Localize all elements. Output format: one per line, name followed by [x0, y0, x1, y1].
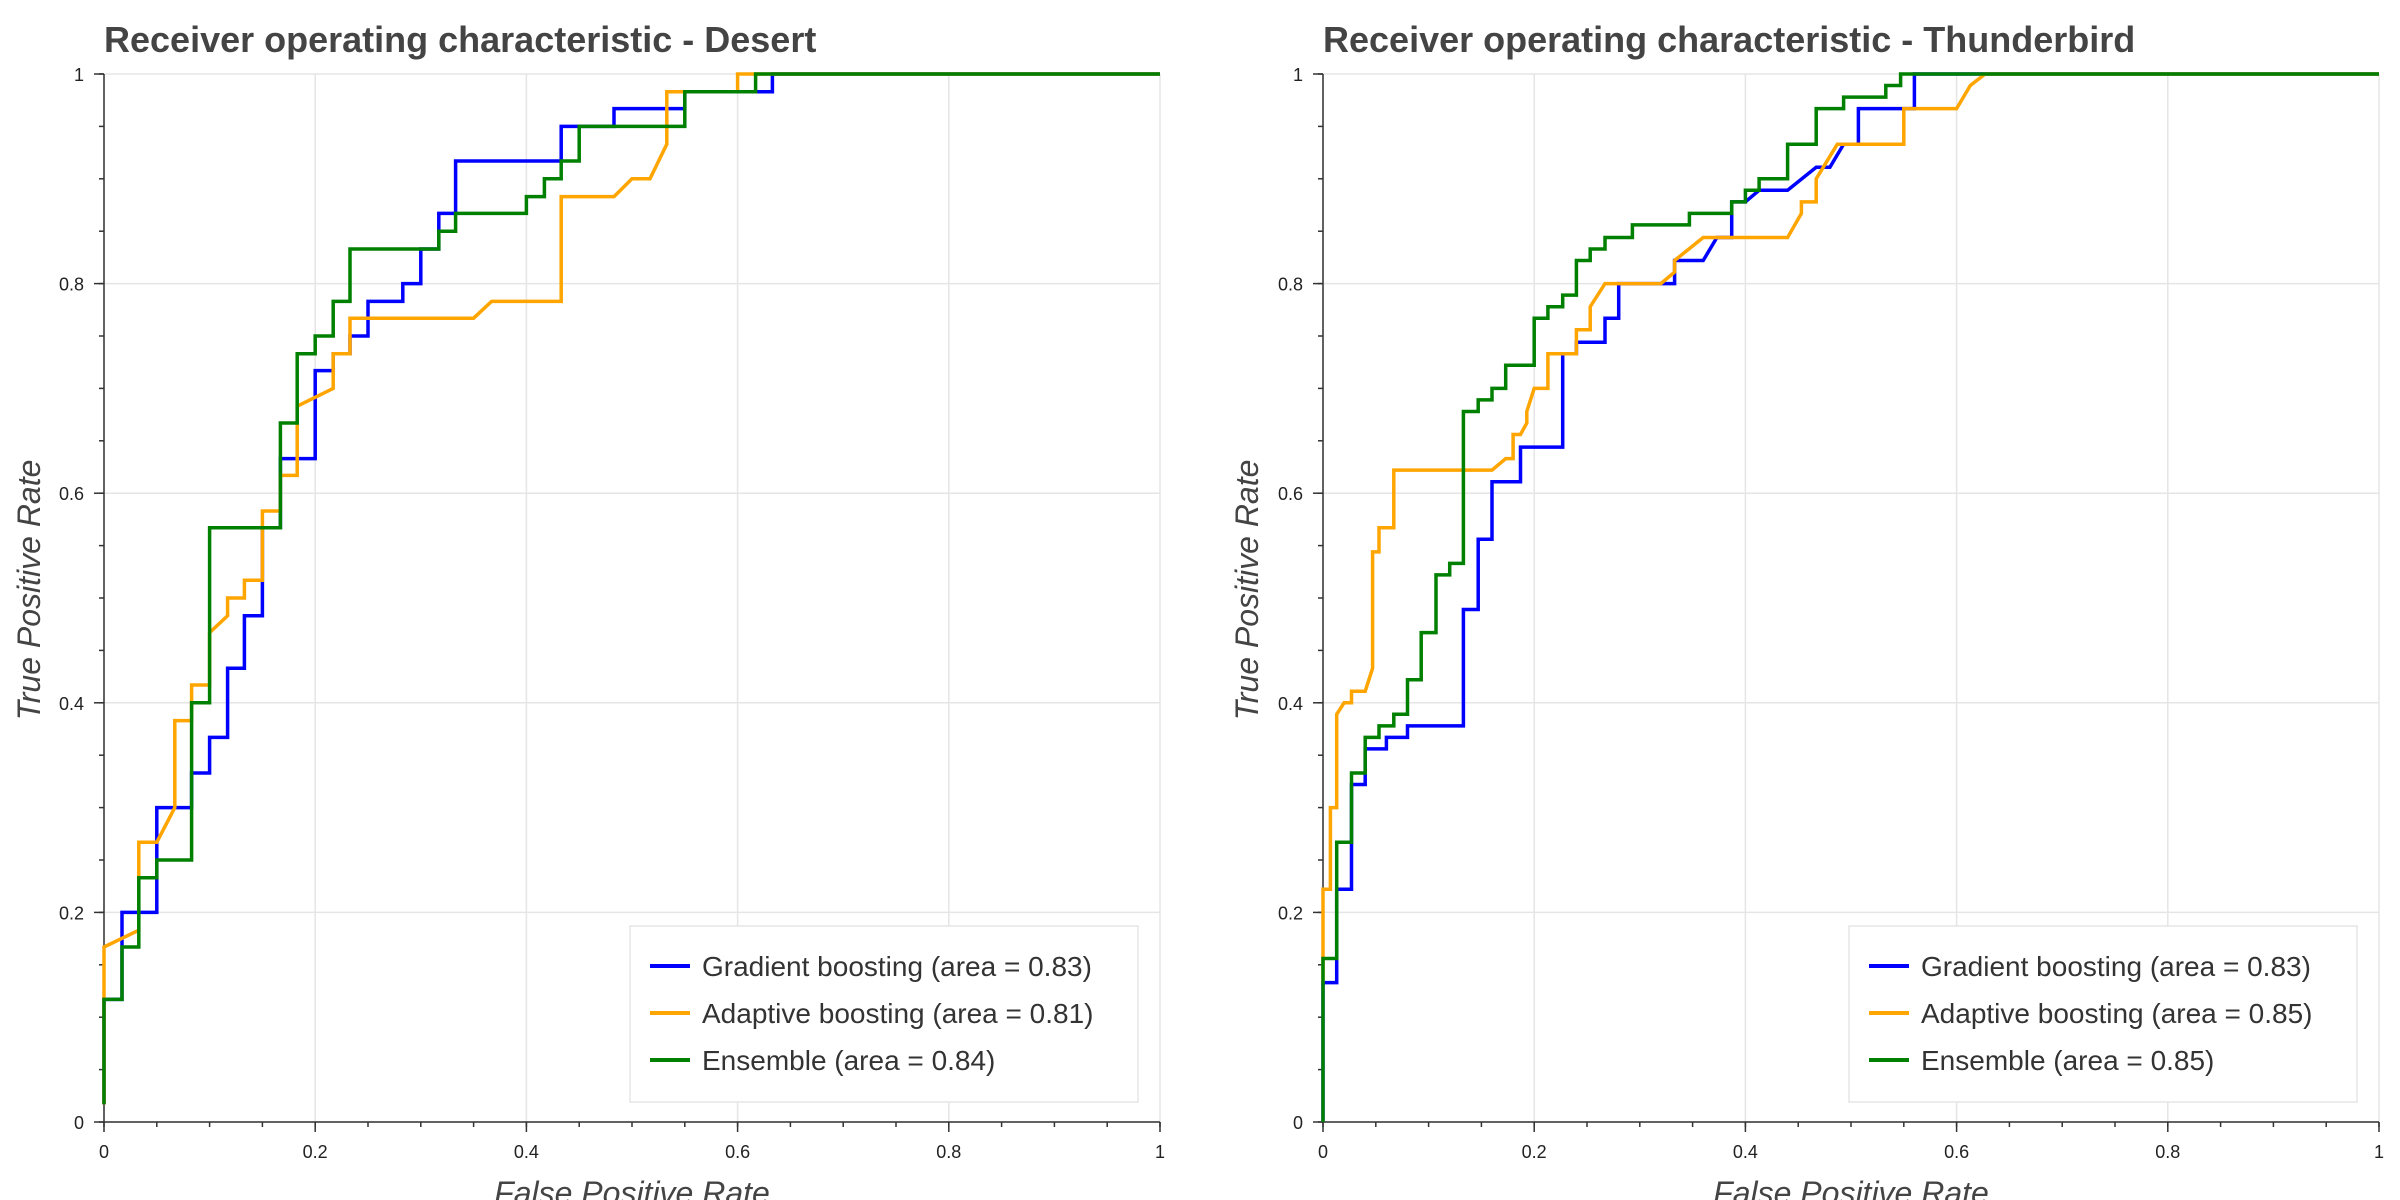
legend: Gradient boosting (area = 0.83) Adaptive …	[1848, 925, 2358, 1103]
roc-panel-thunderbird: Receiver operating characteristic - Thun…	[1229, 19, 2384, 1200]
legend: Gradient boosting (area = 0.83) Adaptive …	[629, 925, 1139, 1103]
roc-panel-desert: Receiver operating characteristic - Dese…	[11, 19, 1165, 1200]
y-tick-label: 0.2	[1278, 903, 1303, 923]
plot-area: 0 0.2 0.4 0.6 0.8 1 0 0.2 0.4 0.6 0.8 1	[59, 65, 1165, 1162]
y-axis-label: True Positive Rate	[11, 460, 47, 721]
x-axis-label: False Positive Rate	[1713, 1175, 1989, 1200]
series-line-1	[1321, 72, 2379, 983]
y-tick-label: 0.6	[59, 484, 84, 504]
legend-label-0: Gradient boosting (area = 0.83)	[702, 951, 1092, 982]
x-tick-label: 0	[1318, 1142, 1328, 1162]
y-tick-label: 0	[1293, 1113, 1303, 1133]
y-tick-label: 0.6	[1278, 484, 1303, 504]
y-tick-label: 0.4	[1278, 694, 1303, 714]
y-tick-label: 1	[74, 65, 84, 85]
y-tick-label: 0.8	[59, 275, 84, 295]
y-tick-label: 0.8	[1278, 275, 1303, 295]
x-tick-label: 1	[1155, 1142, 1165, 1162]
plot-area: 0 0.2 0.4 0.6 0.8 1 0 0.2 0.4 0.6 0.8 1	[1278, 65, 2384, 1162]
series-line-2	[1321, 72, 2379, 1122]
legend-label-1: Adaptive boosting (area = 0.81)	[702, 998, 1093, 1029]
legend-box	[1848, 925, 2358, 1103]
x-tick-label: 0.8	[936, 1142, 961, 1162]
legend-label-1: Adaptive boosting (area = 0.85)	[1921, 998, 2312, 1029]
legend-box	[629, 925, 1139, 1103]
legend-label-0: Gradient boosting (area = 0.83)	[1921, 951, 2311, 982]
chart-title: Receiver operating characteristic - Dese…	[104, 19, 816, 60]
y-tick-label: 0.2	[59, 903, 84, 923]
legend-label-2: Ensemble (area = 0.85)	[1921, 1045, 2214, 1076]
y-axis-label: True Positive Rate	[1229, 460, 1265, 721]
y-tick-label: 0.4	[59, 694, 84, 714]
x-tick-label: 0.4	[1733, 1142, 1758, 1162]
y-tick-label: 0	[74, 1113, 84, 1133]
chart-title: Receiver operating characteristic - Thun…	[1323, 19, 2135, 60]
x-tick-label: 0.6	[1944, 1142, 1969, 1162]
x-tick-label: 1	[2374, 1142, 2384, 1162]
x-tick-label: 0.8	[2155, 1142, 2180, 1162]
y-tick-label: 1	[1293, 65, 1303, 85]
x-tick-label: 0.2	[303, 1142, 328, 1162]
x-axis-label: False Positive Rate	[494, 1175, 770, 1200]
x-tick-label: 0	[99, 1142, 109, 1162]
legend-label-2: Ensemble (area = 0.84)	[702, 1045, 995, 1076]
x-tick-label: 0.4	[514, 1142, 539, 1162]
x-tick-label: 0.6	[725, 1142, 750, 1162]
x-tick-label: 0.2	[1522, 1142, 1547, 1162]
series-line-2	[102, 72, 1160, 1105]
